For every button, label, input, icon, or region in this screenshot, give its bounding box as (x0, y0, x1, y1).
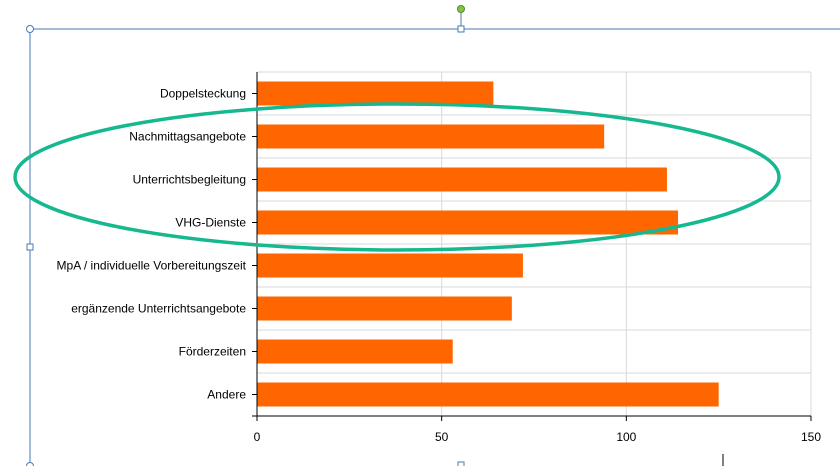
category-label: Nachmittagsangebote (129, 130, 246, 144)
bar (257, 296, 512, 321)
category-label: VHG-Dienste (175, 216, 246, 230)
resize-handle-bottom[interactable] (457, 461, 465, 466)
bar (257, 81, 494, 106)
resize-handle-left[interactable] (26, 243, 34, 251)
chart-selection-frame[interactable] (26, 5, 840, 466)
chart-grid (257, 71, 812, 416)
category-label: MpA / individuelle Vorbereitungszeit (57, 259, 247, 273)
chart-bars (257, 81, 719, 407)
resize-handle-top-left[interactable] (26, 25, 34, 33)
x-tick-label: 0 (254, 430, 261, 444)
x-tick-label: 150 (801, 430, 821, 444)
category-label: Unterrichtsbegleitung (133, 173, 246, 187)
rotate-handle[interactable] (457, 5, 465, 13)
category-label: Förderzeiten (179, 345, 246, 359)
bar-chart[interactable]: Doppelsteckung Nachmittagsangebote Unterri… (57, 71, 822, 444)
bar (257, 253, 523, 278)
resize-handle-top[interactable] (457, 25, 465, 33)
category-label: ergänzende Unterrichtsangebote (71, 302, 246, 316)
bar (257, 167, 667, 192)
resize-handle-bottom-left[interactable] (26, 462, 34, 466)
bar (257, 124, 605, 149)
category-label: Andere (207, 388, 246, 402)
highlight-ellipse[interactable] (13, 102, 781, 252)
category-label: Doppelsteckung (160, 87, 246, 101)
category-labels: Doppelsteckung Nachmittagsangebote Unterri… (57, 87, 247, 402)
bar (257, 210, 679, 235)
bar (257, 382, 719, 407)
x-tick-labels: 0 50 100 150 (254, 430, 822, 444)
x-tick-label: 100 (616, 430, 636, 444)
bar (257, 339, 453, 364)
x-tick-label: 50 (435, 430, 449, 444)
